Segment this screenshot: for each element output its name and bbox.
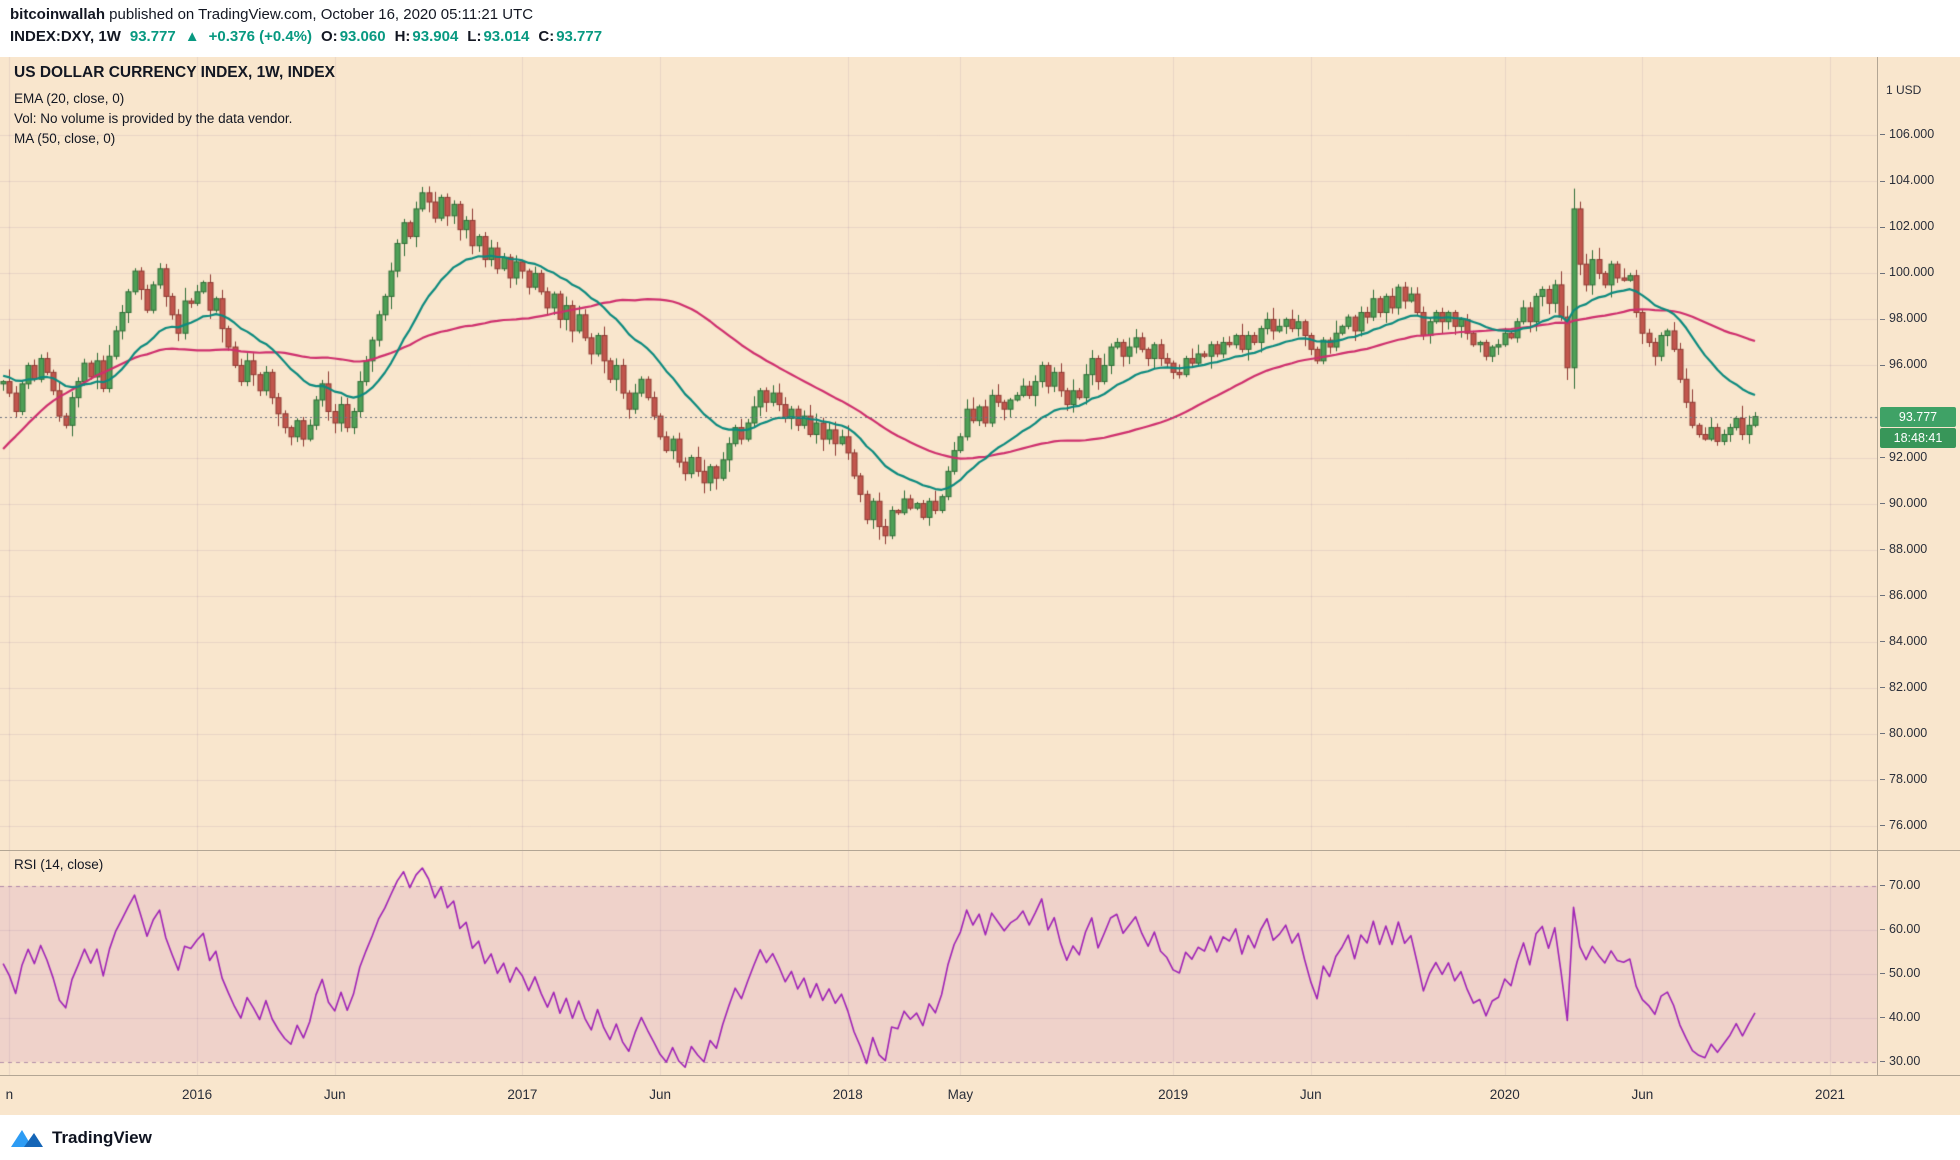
time-tick-label: Jun (323, 1087, 346, 1102)
legend-ma: MA (50, close, 0) (14, 131, 116, 146)
close-pair: C: 93.777 (538, 27, 602, 47)
price-tick-label: 78.000 (1878, 772, 1927, 786)
brand-name: TradingView (52, 1127, 152, 1147)
low-pair: L: 93.014 (467, 27, 529, 47)
price-axis[interactable]: 1 USD 93.777 18:48:41 106.000 104.000 102.… (1878, 57, 1960, 1075)
pane-divider[interactable] (0, 850, 1960, 851)
price-tick-label: 88.000 (1878, 542, 1927, 556)
publish-info: bitcoinwallah published on TradingView.c… (10, 5, 1950, 25)
author-name: bitcoinwallah (10, 6, 106, 23)
last-price-badge: 93.777 (1880, 406, 1956, 427)
chart-title: US DOLLAR CURRENCY INDEX, 1W, INDEX (14, 64, 335, 81)
time-axis[interactable]: n 2016 Jun 2017 Jun 2018 May 2019 Jun 2020 Jun 2021 (0, 1076, 1960, 1115)
price-tick-label: 104.000 (1878, 173, 1934, 187)
high-value: 93.904 (412, 28, 459, 45)
footer: TradingView (0, 1115, 1960, 1160)
time-tick-label: 2020 (1489, 1087, 1520, 1102)
symbol-label: INDEX:DXY, 1W (10, 28, 121, 45)
low-label: L: (467, 28, 482, 45)
tradingview-logo[interactable]: TradingView (10, 1126, 152, 1150)
legend-volume: Vol: No volume is provided by the data v… (14, 111, 293, 126)
time-tick-label: Jun (649, 1087, 671, 1102)
rsi-tick-label: 70.00 (1878, 878, 1920, 892)
price-tick-label: 102.000 (1878, 219, 1934, 233)
price-tick-label: 106.000 (1878, 127, 1934, 141)
time-tick-label: 2019 (1158, 1087, 1189, 1102)
high-label: H: (394, 28, 411, 45)
time-tick-label: 2016 (182, 1087, 213, 1102)
time-tick-label: n (5, 1087, 14, 1102)
last-price: 93.777 (129, 28, 176, 45)
rsi-chart-canvas[interactable] (0, 851, 1877, 1075)
price-tick-label: 80.000 (1878, 726, 1927, 740)
rsi-tick-label: 60.00 (1878, 922, 1920, 936)
price-axis-border (1877, 57, 1878, 1075)
change-up-arrow-icon: ▲ (184, 28, 200, 45)
chart-area: US DOLLAR CURRENCY INDEX, 1W, INDEX EMA … (0, 57, 1960, 1115)
chart-legend: US DOLLAR CURRENCY INDEX, 1W, INDEX EMA … (14, 64, 335, 149)
open-pair: O: 93.060 (321, 27, 386, 47)
price-tick-label: 100.000 (1878, 265, 1934, 279)
open-value: 93.060 (339, 28, 386, 45)
time-tick-label: May (947, 1087, 974, 1102)
price-change: +0.376 (+0.4%) (208, 28, 313, 45)
price-tick-label: 82.000 (1878, 680, 1927, 694)
price-tick-label: 86.000 (1878, 588, 1927, 602)
rsi-tick-label: 50.00 (1878, 966, 1920, 980)
time-tick-label: Jun (1631, 1087, 1654, 1102)
open-label: O: (321, 28, 338, 45)
tradingview-logo-icon (11, 1129, 43, 1147)
time-tick-label: 2018 (832, 1087, 863, 1102)
rsi-tick-label: 40.00 (1878, 1010, 1920, 1024)
legend-ema: EMA (20, close, 0) (14, 91, 125, 106)
time-tick-label: Jun (1299, 1087, 1322, 1102)
header: bitcoinwallah published on TradingView.c… (0, 0, 1960, 57)
main-chart-canvas[interactable] (0, 57, 1877, 850)
rsi-tick-label: 30.00 (1878, 1054, 1920, 1068)
close-label: C: (538, 28, 555, 45)
time-axis-divider (0, 1075, 1960, 1076)
rsi-indicator-label: RSI (14, close) (14, 857, 104, 872)
bar-countdown-badge: 18:48:41 (1880, 427, 1956, 448)
price-tick-label: 96.000 (1878, 357, 1927, 371)
price-tick-label: 76.000 (1878, 818, 1927, 832)
low-value: 93.014 (483, 28, 530, 45)
time-tick-label: 2017 (507, 1087, 538, 1102)
unit-label: 1 USD (1886, 83, 1922, 97)
close-value: 93.777 (556, 28, 603, 45)
price-tick-label: 84.000 (1878, 634, 1927, 648)
symbol-ohlc-row: INDEX:DXY, 1W 93.777 ▲ +0.376 (+0.4%) O:… (10, 27, 1950, 47)
price-tick-label: 92.000 (1878, 450, 1927, 464)
high-pair: H: 93.904 (395, 27, 459, 47)
price-tick-label: 98.000 (1878, 311, 1927, 325)
time-tick-label: 2021 (1815, 1087, 1846, 1102)
price-tick-label: 90.000 (1878, 496, 1927, 510)
publish-meta: published on TradingView.com, October 16… (105, 6, 534, 23)
